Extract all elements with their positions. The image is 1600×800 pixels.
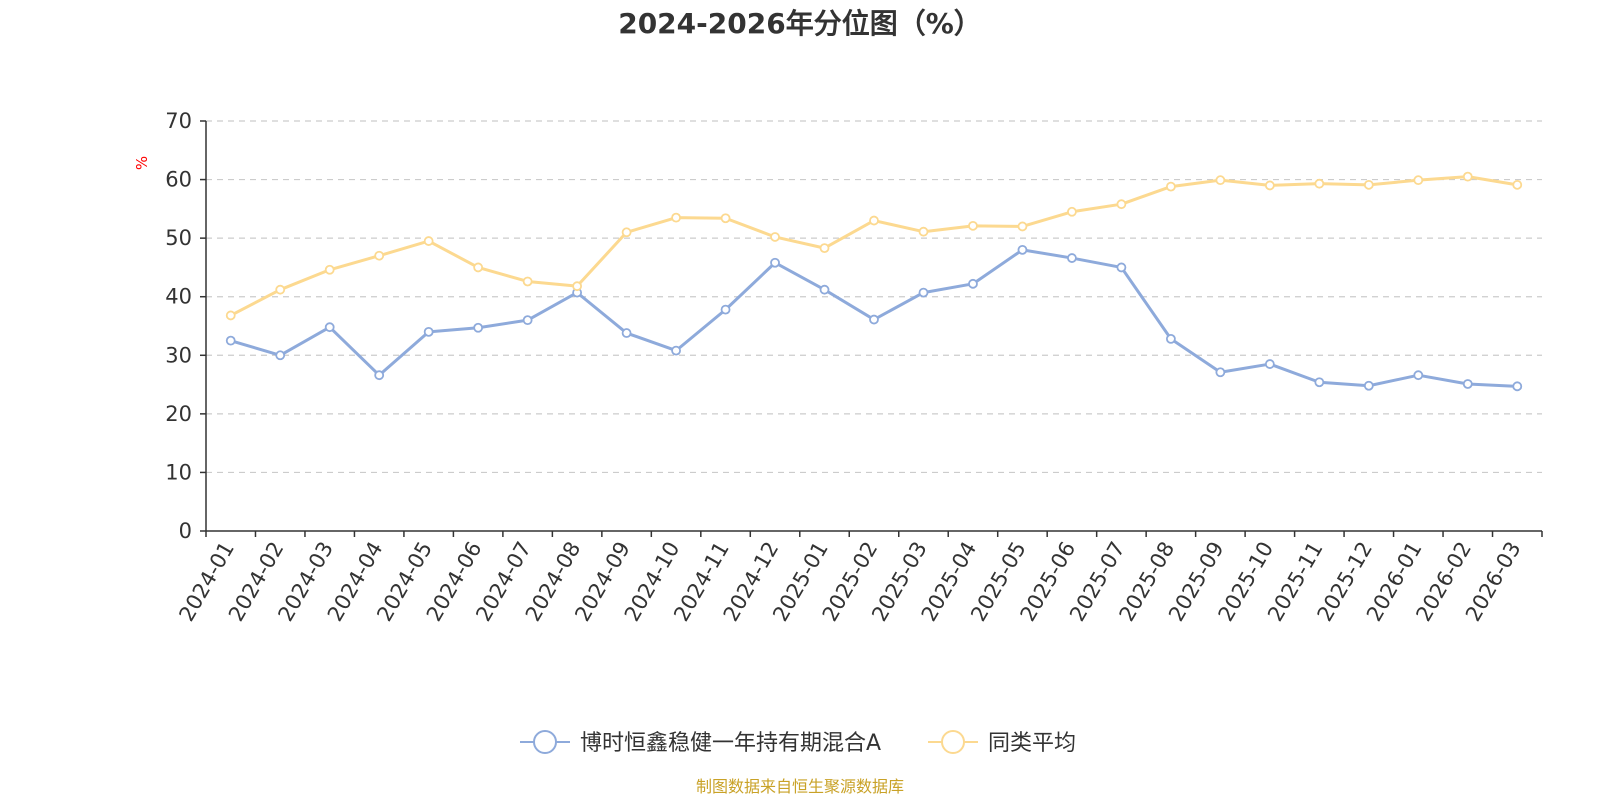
data-point (869, 314, 879, 325)
legend-marker (533, 730, 557, 754)
data-point (1017, 221, 1028, 232)
data-point (968, 278, 978, 289)
legend-label: 博时恒鑫稳健一年持有期混合A (580, 731, 881, 756)
data-point (720, 304, 731, 315)
y-tick-label: 0 (179, 519, 192, 543)
legend-label: 同类平均 (988, 731, 1076, 756)
data-point (473, 322, 484, 333)
y-tick-label: 30 (165, 343, 192, 367)
data-point (1363, 179, 1374, 190)
data-point (423, 236, 434, 246)
data-point (1462, 171, 1473, 182)
data-point (473, 262, 484, 273)
data-point (324, 264, 335, 275)
chart-title: 2024-2026年分位图（%） (618, 7, 982, 40)
series-line-2 (230, 175, 1518, 317)
legend: 博时恒鑫稳健一年持有期混合A 同类平均 (520, 730, 1076, 756)
data-point (275, 350, 286, 361)
data-point (1067, 253, 1077, 263)
data-point (770, 257, 780, 268)
data-point (1413, 370, 1424, 381)
legend-marker (941, 730, 965, 754)
y-tick-label: 10 (165, 460, 192, 484)
data-point (1264, 359, 1275, 369)
data-point (918, 226, 929, 237)
data-point (1116, 262, 1127, 273)
data-point (869, 215, 879, 226)
data-point (225, 310, 236, 321)
data-point (374, 250, 385, 261)
y-tick-label: 20 (165, 402, 192, 426)
data-point (1512, 179, 1523, 190)
y-tick-label: 60 (165, 168, 192, 192)
data-point (1215, 175, 1226, 186)
y-axis-unit: % (133, 156, 151, 170)
grid-lines (206, 120, 1542, 474)
data-point (572, 281, 583, 292)
data-point (225, 335, 236, 346)
data-point (324, 322, 335, 333)
y-tick-label: 40 (165, 285, 192, 309)
data-point (968, 220, 978, 231)
data-point (770, 232, 780, 242)
data-point (1314, 377, 1325, 388)
data-point (1462, 379, 1473, 389)
y-tick-label: 70 (165, 109, 192, 133)
data-point (819, 243, 830, 254)
legend-item-2: 同类平均 (928, 730, 1076, 756)
data-point (621, 328, 632, 338)
data-point (1264, 180, 1275, 191)
data-point (1116, 199, 1127, 210)
data-point (671, 345, 681, 356)
legend-item-1: 博时恒鑫稳健一年持有期混合A (520, 730, 881, 756)
data-point (423, 326, 434, 337)
data-point (1413, 175, 1424, 186)
source-note: 制图数据来自恒生聚源数据库 (696, 777, 904, 796)
data-point (1165, 333, 1176, 344)
data-point (1314, 178, 1325, 189)
data-point (1215, 367, 1226, 378)
data-point (1165, 181, 1176, 192)
data-point (275, 284, 286, 295)
data-point (918, 287, 929, 298)
data-point (819, 284, 830, 295)
y-tick-label: 50 (165, 226, 192, 250)
data-point (522, 276, 533, 287)
data-point (522, 315, 533, 326)
data-point (374, 370, 385, 381)
data-point (621, 227, 632, 238)
data-point (1067, 206, 1077, 217)
data-point (1363, 380, 1374, 391)
data-point (671, 212, 681, 223)
data-point (720, 213, 731, 224)
data-point (1017, 244, 1028, 255)
series-lines (225, 171, 1523, 392)
data-point (1512, 381, 1523, 392)
